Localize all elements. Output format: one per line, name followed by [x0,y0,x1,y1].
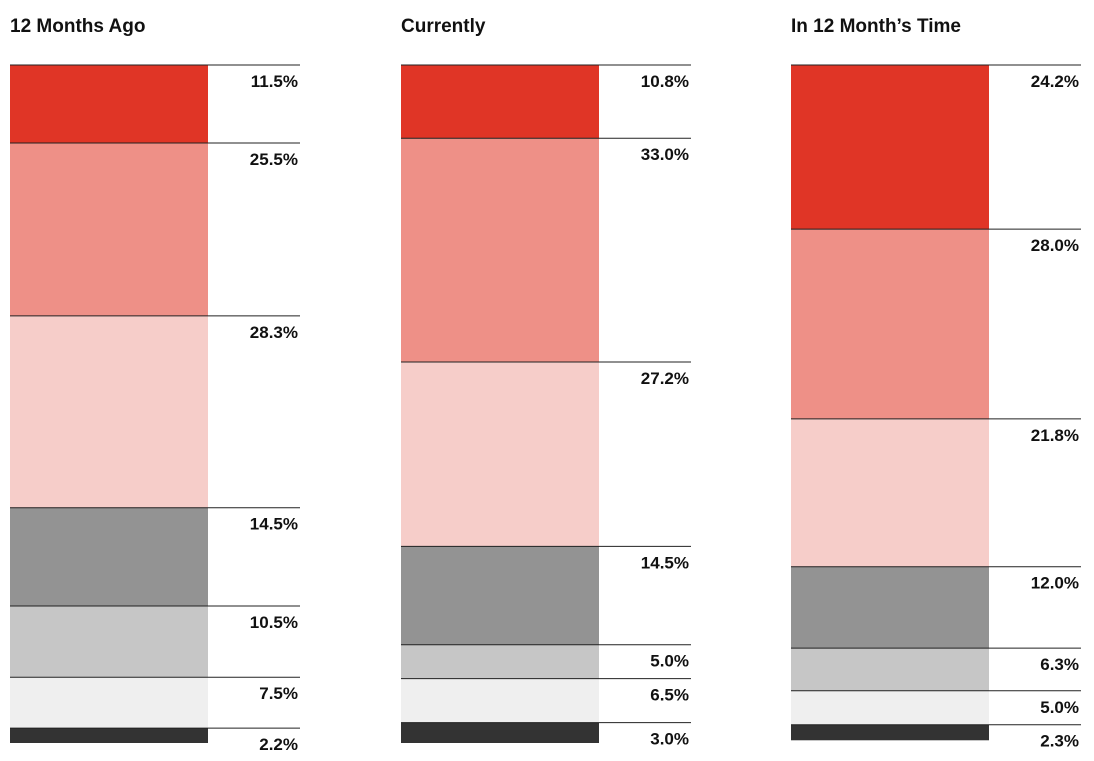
value-label: 14.5% [250,515,298,534]
segment [10,142,208,316]
value-label: 7.5% [259,684,298,703]
value-label: 3.0% [650,730,689,749]
value-label: 12.0% [1031,574,1079,593]
segment [791,65,989,230]
value-label: 10.8% [641,72,689,91]
value-label: 10.5% [250,613,298,632]
segment [401,361,599,547]
value-label: 6.5% [650,686,689,705]
value-label: 27.2% [641,369,689,388]
value-label: 5.0% [650,652,689,671]
segment [401,138,599,362]
segment [10,728,208,743]
segment [791,229,989,419]
column-title: In 12 Month’s Time [791,16,961,37]
segment [10,507,208,607]
segment [10,606,208,678]
value-label: 21.8% [1031,426,1079,445]
column-title: Currently [401,16,486,37]
segment [401,644,599,679]
value-label: 6.3% [1040,655,1079,674]
segment [791,724,989,741]
column-title: 12 Months Ago [10,16,145,37]
segment [791,648,989,691]
value-label: 14.5% [641,553,689,572]
segment [401,546,599,645]
segment [791,418,989,567]
segment [401,678,599,723]
segment [791,690,989,725]
segment [791,566,989,649]
value-label: 25.5% [250,150,298,169]
value-label: 33.0% [641,145,689,164]
value-label: 28.3% [250,323,298,342]
segment [10,65,208,143]
segment [401,722,599,743]
value-label: 11.5% [251,72,298,91]
value-label: 2.2% [259,735,298,754]
value-label: 28.0% [1031,236,1079,255]
segment [10,315,208,508]
value-label: 2.3% [1040,732,1079,751]
segment [401,65,599,139]
value-label: 24.2% [1031,72,1079,91]
segment [10,677,208,729]
value-label: 5.0% [1040,698,1079,717]
